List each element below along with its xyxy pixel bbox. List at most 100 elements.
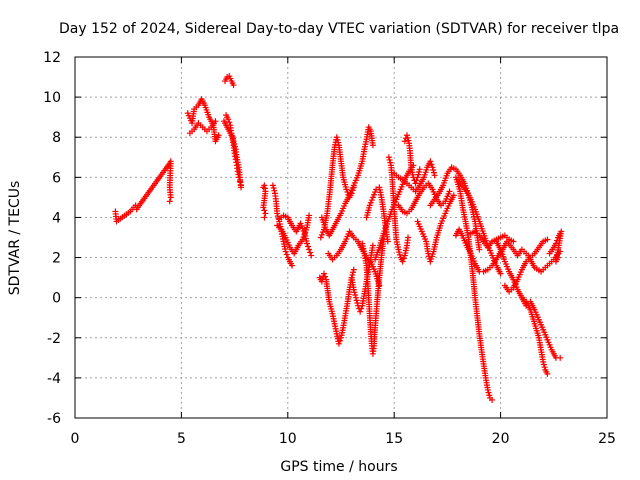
data-point (400, 255, 407, 262)
data-point (358, 305, 365, 312)
data-point (404, 134, 411, 141)
data-point (369, 142, 376, 149)
data-point (395, 246, 402, 253)
x-tick-label: 5 (177, 431, 186, 447)
data-point (269, 182, 276, 189)
data-point (405, 234, 412, 241)
data-point (540, 358, 547, 365)
data-point (167, 194, 174, 201)
y-tick-label: 10 (43, 90, 61, 106)
data-point (353, 297, 360, 304)
data-point (366, 202, 373, 209)
data-point (303, 240, 310, 247)
data-point (414, 174, 421, 181)
data-point (318, 231, 325, 238)
grid (75, 57, 607, 418)
y-axis-label: SDTVAR / TECUs (7, 181, 23, 296)
data-point (497, 270, 504, 277)
y-tick-label: 0 (52, 291, 61, 307)
data-point (274, 213, 281, 220)
data-point (349, 271, 356, 278)
data-point (226, 119, 233, 126)
data-point (352, 291, 359, 298)
data-point (308, 252, 315, 259)
data-point (335, 139, 342, 146)
data-point (305, 243, 312, 250)
data-point (215, 132, 222, 139)
data-point (351, 289, 358, 296)
data-point (230, 138, 237, 145)
data-point (237, 184, 244, 191)
data-point (350, 286, 357, 293)
data-point (416, 166, 423, 173)
data-point (415, 171, 422, 178)
data-point (544, 236, 551, 243)
data-point (476, 246, 483, 253)
data-point (271, 187, 278, 194)
data-points (112, 73, 565, 403)
data-point (403, 132, 410, 139)
data-point (367, 199, 374, 206)
data-point (428, 161, 435, 168)
data-point (430, 169, 437, 176)
data-point (540, 361, 547, 368)
data-point (307, 249, 314, 256)
data-point (354, 300, 361, 307)
data-point (306, 246, 313, 253)
data-point (399, 258, 406, 265)
y-tick-label: -4 (47, 371, 61, 387)
data-point (283, 251, 290, 258)
data-point (370, 191, 377, 198)
data-point (344, 189, 351, 196)
data-point (336, 337, 343, 344)
data-point (350, 269, 357, 276)
x-axis-label: GPS time / hours (280, 459, 397, 475)
data-point (231, 143, 238, 150)
y-tick-label: -6 (47, 411, 61, 427)
data-point (485, 389, 492, 396)
y-tick-label: 12 (43, 50, 61, 66)
y-tick-label: 4 (52, 210, 61, 226)
y-tick-label: 6 (52, 170, 61, 186)
data-point (413, 177, 420, 184)
data-point (368, 197, 375, 204)
y-tick-label: 2 (52, 251, 61, 267)
data-point (319, 229, 326, 236)
data-point (484, 386, 491, 393)
data-point (369, 194, 376, 201)
data-point (334, 136, 341, 143)
x-tick-label: 15 (385, 431, 403, 447)
data-point (544, 370, 551, 377)
data-point (275, 215, 282, 222)
data-point (386, 156, 393, 163)
data-point (333, 134, 340, 141)
data-point (270, 185, 277, 192)
data-point (384, 238, 391, 245)
data-point (431, 172, 438, 179)
data-point (369, 242, 376, 249)
data-point (416, 168, 423, 175)
data-point (450, 192, 457, 199)
data-point (489, 396, 496, 403)
data-point (274, 210, 281, 217)
plot-border (74, 56, 608, 419)
data-point (405, 137, 412, 144)
data-point (166, 198, 173, 205)
x-tick-label: 0 (71, 431, 80, 447)
data-point (387, 159, 394, 166)
data-point (396, 249, 403, 256)
data-point (229, 135, 236, 142)
y-tick-label: -2 (47, 331, 61, 347)
data-point (350, 266, 357, 273)
data-point (320, 270, 327, 277)
data-point (261, 207, 268, 214)
data-point (486, 392, 493, 399)
data-point (317, 234, 324, 241)
data-point (372, 189, 379, 196)
data-point (260, 204, 267, 211)
data-point (225, 116, 232, 123)
data-point (396, 251, 403, 258)
data-point (322, 273, 329, 280)
data-point (231, 140, 238, 147)
